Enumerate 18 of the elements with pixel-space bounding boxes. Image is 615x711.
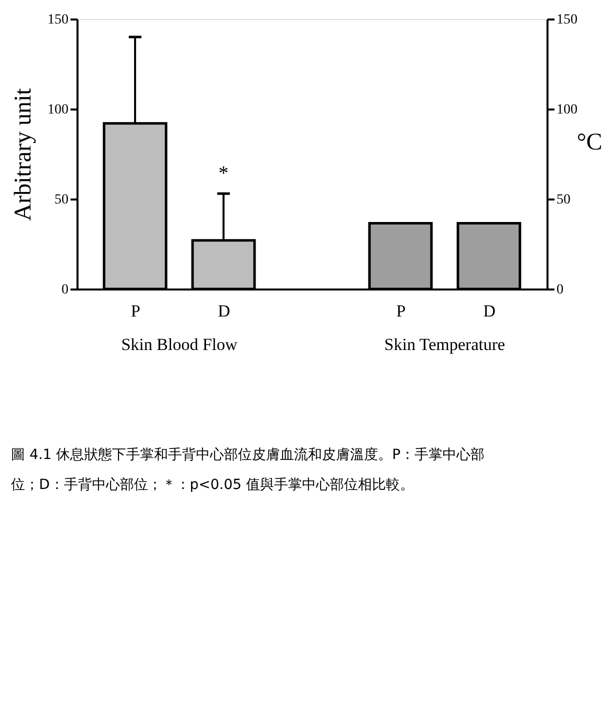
y-tick-label: 150 xyxy=(48,12,68,28)
x-tick-label: D xyxy=(218,302,230,320)
x-tick-label: D xyxy=(483,302,496,320)
text: Skin Blood Flow xyxy=(121,335,238,354)
x-tick-label: P xyxy=(396,302,406,320)
x-tick-label: P xyxy=(130,302,140,320)
caption: 圖 4.1 休息狀態下手掌和手背中心部位皮膚血流和皮膚溫度。P：手掌中心部位；D：手背中心部位；＊：p<0.05 值與手掌中心部位相比較。 xyxy=(11,447,485,493)
y-tick-label: 100 xyxy=(48,102,68,118)
y2-axis-title: °C xyxy=(576,130,602,156)
y-tick-label: 0 xyxy=(62,282,68,298)
data-label: * xyxy=(218,162,229,185)
y2-tick-label: 100 xyxy=(556,102,578,118)
text: Skin Temperature xyxy=(384,335,506,354)
y-tick-label: 50 xyxy=(54,192,68,208)
y2-tick-label: 50 xyxy=(556,192,570,208)
y2-tick-label: 150 xyxy=(556,12,578,28)
y-axis-title: Arbitrary unit xyxy=(10,88,36,221)
y2-tick-label: 0 xyxy=(556,282,564,298)
